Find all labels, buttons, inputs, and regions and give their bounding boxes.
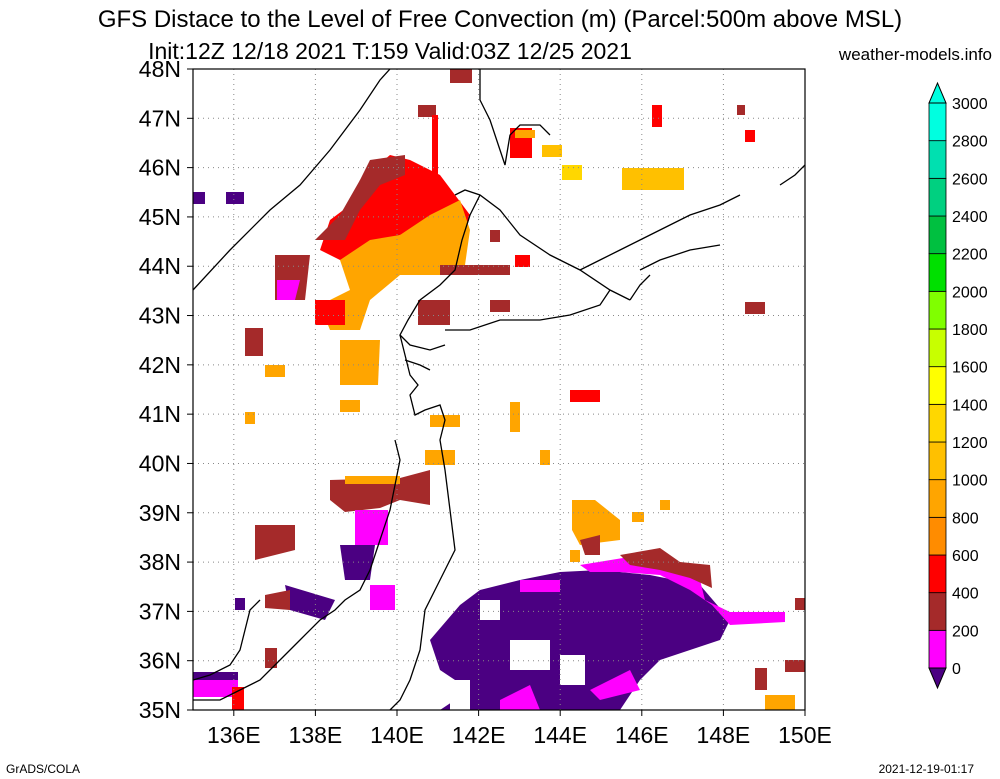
graticule	[193, 68, 806, 711]
lat-tick-label: 43N	[139, 303, 181, 329]
colorbar-label: 1600	[952, 360, 988, 377]
map-frame	[192, 68, 806, 711]
colorbar-label: 1000	[952, 473, 988, 490]
coastlines	[193, 69, 805, 710]
lat-tick-label: 39N	[139, 500, 181, 526]
lat-tick-label: 35N	[139, 697, 181, 723]
colorbar-swatch	[928, 253, 947, 292]
lon-tick-label: 150E	[778, 722, 832, 748]
colorbar-swatch	[928, 403, 947, 443]
colorbar-label: 2800	[952, 134, 988, 151]
colorbar-max-arrow	[928, 81, 947, 104]
colorbar-swatch	[928, 177, 947, 217]
colorbar-swatch	[928, 592, 947, 631]
colorbar-min-arrow	[928, 667, 947, 690]
colorbar-swatch	[928, 328, 947, 368]
colorbar-swatch	[928, 366, 947, 405]
lat-tick-label: 48N	[139, 56, 181, 82]
lon-tick-label: 146E	[615, 722, 669, 748]
lon-tick-label: 144E	[533, 722, 587, 748]
colorbar-label: 1200	[952, 435, 988, 452]
colorbar-label: 2000	[952, 284, 988, 301]
lat-tick-label: 38N	[139, 549, 181, 575]
lfc-field	[193, 69, 805, 710]
colorbar-label: 200	[952, 623, 979, 640]
lon-tick-label: 138E	[289, 722, 343, 748]
lon-tick-label: 142E	[452, 722, 506, 748]
colorbar-label: 0	[952, 661, 961, 678]
colorbar: 0 200 400 600 800 1000 1200 1400 1600 1800 2000 220…	[928, 81, 988, 690]
colorbar-label: 600	[952, 548, 979, 565]
lon-tick-label: 148E	[697, 722, 751, 748]
colorbar-label: 800	[952, 510, 979, 527]
colorbar-swatch	[928, 441, 947, 481]
lat-tick-label: 37N	[139, 598, 181, 624]
lat-tick-label: 47N	[139, 105, 181, 131]
colorbar-label: 2200	[952, 247, 988, 264]
colorbar-label: 2600	[952, 171, 988, 188]
lon-tick-label: 136E	[207, 722, 261, 748]
colorbar-label: 2400	[952, 209, 988, 226]
lat-tick-label: 36N	[139, 648, 181, 674]
colorbar-label: 400	[952, 586, 979, 603]
colorbar-swatch	[928, 516, 947, 556]
colorbar-swatch	[928, 479, 947, 518]
axis-ticks: 136E 138E 140E 142E 144E 146E 148E 150E 35N 36N 37…	[139, 56, 832, 748]
lat-tick-label: 45N	[139, 204, 181, 230]
colorbar-swatch	[928, 554, 947, 594]
lat-tick-label: 46N	[139, 155, 181, 181]
colorbar-swatch	[928, 290, 947, 330]
colorbar-swatch	[928, 215, 947, 255]
lat-tick-label: 42N	[139, 352, 181, 378]
colorbar-swatch	[928, 102, 947, 142]
colorbar-label: 1800	[952, 322, 988, 339]
colorbar-swatch	[928, 140, 947, 179]
colorbar-label: 1400	[952, 397, 988, 414]
map-title: GFS Distace to the Level of Free Convect…	[97, 6, 903, 33]
site-credit: weather-models.info	[838, 45, 992, 64]
lat-tick-label: 41N	[139, 401, 181, 427]
footer-left: GrADS/COLA	[6, 762, 81, 776]
colorbar-label: 3000	[952, 96, 988, 113]
map-subtitle: Init:12Z 12/18 2021 T:159 Valid:03Z 12/2…	[148, 38, 632, 64]
lat-tick-label: 44N	[139, 253, 181, 279]
lon-tick-label: 140E	[370, 722, 424, 748]
colorbar-swatch	[928, 629, 947, 669]
lat-tick-label: 40N	[139, 450, 181, 476]
footer-right: 2021-12-19-01:17	[878, 762, 974, 776]
